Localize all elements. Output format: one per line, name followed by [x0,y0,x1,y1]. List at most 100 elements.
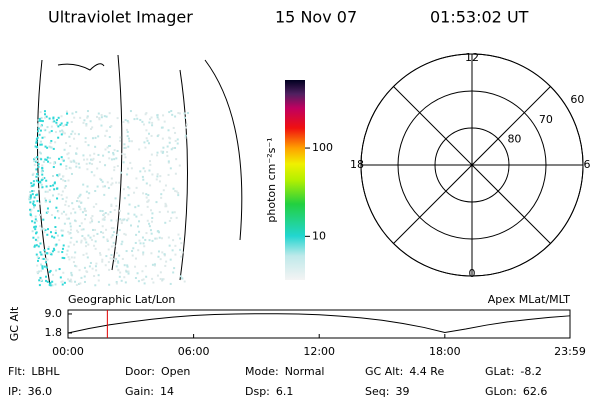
pixel [100,231,103,234]
pixel [42,218,45,221]
pixel [30,215,33,218]
pixel [151,173,154,176]
pixel [67,205,70,208]
pixel [180,277,183,280]
pixel [65,196,68,199]
pixel [115,181,118,184]
pixel [145,275,148,278]
pixel [41,136,44,139]
pixel [164,184,167,187]
pixel [177,111,180,114]
x-tick-label: 12:00 [303,345,335,358]
pixel [70,236,73,239]
pixel [94,265,97,268]
pixel [45,275,48,278]
pixel [43,228,46,231]
pixel [179,275,182,278]
pixel [67,217,70,220]
pixel [30,182,33,185]
pixel [52,194,55,197]
pixel [78,195,81,198]
pixel [88,162,91,165]
pixel [89,236,92,239]
pixel [39,111,42,114]
pixel [141,270,144,273]
pixel [45,185,48,188]
pixel [117,261,120,264]
pixel [168,136,171,139]
pixel [158,236,161,239]
pixel [142,123,145,126]
pixel [142,278,145,281]
pixel [145,193,148,196]
pixel [45,211,48,214]
pixel [115,282,118,285]
pixel [101,218,104,221]
pixel [54,229,57,232]
pixel [161,279,164,282]
pixel [118,209,121,212]
pixel [159,271,162,274]
pixel [98,160,101,163]
pixel [161,151,164,154]
pixel [67,230,70,233]
meridian [111,54,123,271]
pixel [57,136,60,139]
pixel [116,150,119,153]
pixel [44,200,47,203]
field-label: Flt: [8,365,25,378]
pixel [166,210,169,213]
pixel [41,265,44,268]
pixel [149,118,152,121]
pixel [86,185,89,188]
pixel [82,183,85,186]
pixel [150,116,153,119]
pixel [103,115,106,118]
pixel [178,164,181,167]
pixel [156,135,159,138]
pixel [148,222,151,225]
pixel [83,237,86,240]
pixel [91,220,94,223]
pixel [29,201,32,204]
pixel [37,124,40,127]
pixel [86,116,89,119]
pixel [146,205,149,208]
pixel [162,114,165,117]
pixel [133,191,136,194]
pixel [60,229,63,232]
pixel [116,233,119,236]
pixel [38,284,41,287]
pixel [62,130,65,133]
field-value: 6.1 [276,385,294,398]
field-label: Mode: [245,365,279,378]
pixel [135,114,138,117]
pixel [129,110,132,113]
pixel [168,244,171,247]
mlt-label: 0 [469,267,476,280]
pixel [61,247,64,250]
pixel [47,245,50,248]
pixel [155,201,158,204]
pixel [44,145,47,148]
pixel [60,212,63,215]
pixel [45,266,48,269]
pixel [91,228,94,231]
pixel [48,189,51,192]
pixel [112,241,115,244]
pixel [89,261,92,264]
pixel [78,269,81,272]
pixel [55,243,58,246]
pixel [126,219,129,222]
pixel [51,280,54,283]
pixel [61,251,64,254]
pixel [72,159,75,162]
x-tick-label: 06:00 [178,345,210,358]
pixel [64,185,67,188]
pixel [162,150,165,153]
pixel [36,172,39,175]
pixel [94,145,97,148]
field-label: Seq: [365,385,389,398]
pixel [68,280,71,283]
